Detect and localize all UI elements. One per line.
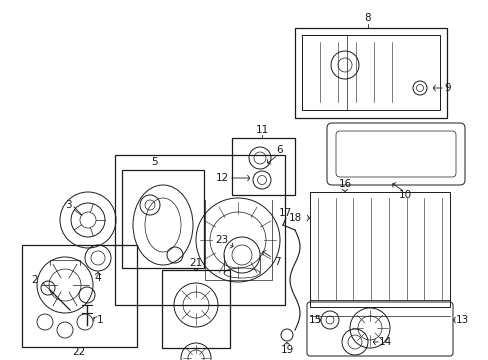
- Text: 7: 7: [273, 257, 280, 267]
- Text: 1: 1: [97, 315, 103, 325]
- Bar: [122, 170, 203, 268]
- Text: 2: 2: [32, 275, 38, 285]
- Text: 3: 3: [64, 200, 71, 210]
- Text: 22: 22: [72, 347, 85, 357]
- Text: 9: 9: [444, 83, 450, 93]
- Text: 19: 19: [280, 345, 293, 355]
- Bar: [115, 155, 285, 305]
- Text: 23: 23: [215, 235, 228, 245]
- Text: 15: 15: [308, 315, 321, 325]
- Text: 8: 8: [364, 13, 370, 23]
- Bar: [302, 35, 439, 110]
- Bar: [162, 270, 229, 348]
- Text: 4: 4: [95, 273, 101, 283]
- Bar: [22, 245, 137, 347]
- Bar: [309, 192, 449, 307]
- Bar: [302, 35, 346, 110]
- Bar: [231, 138, 294, 195]
- Text: 6: 6: [276, 145, 283, 155]
- Text: 10: 10: [398, 190, 411, 200]
- Text: 17: 17: [278, 208, 291, 218]
- Text: 14: 14: [378, 337, 391, 347]
- Text: 12: 12: [215, 173, 228, 183]
- Text: 16: 16: [338, 179, 351, 189]
- Text: 21: 21: [189, 258, 202, 268]
- Text: 18: 18: [288, 213, 301, 223]
- Bar: [294, 28, 446, 118]
- Text: 5: 5: [151, 157, 158, 167]
- Text: 13: 13: [454, 315, 468, 325]
- Text: 11: 11: [255, 125, 268, 135]
